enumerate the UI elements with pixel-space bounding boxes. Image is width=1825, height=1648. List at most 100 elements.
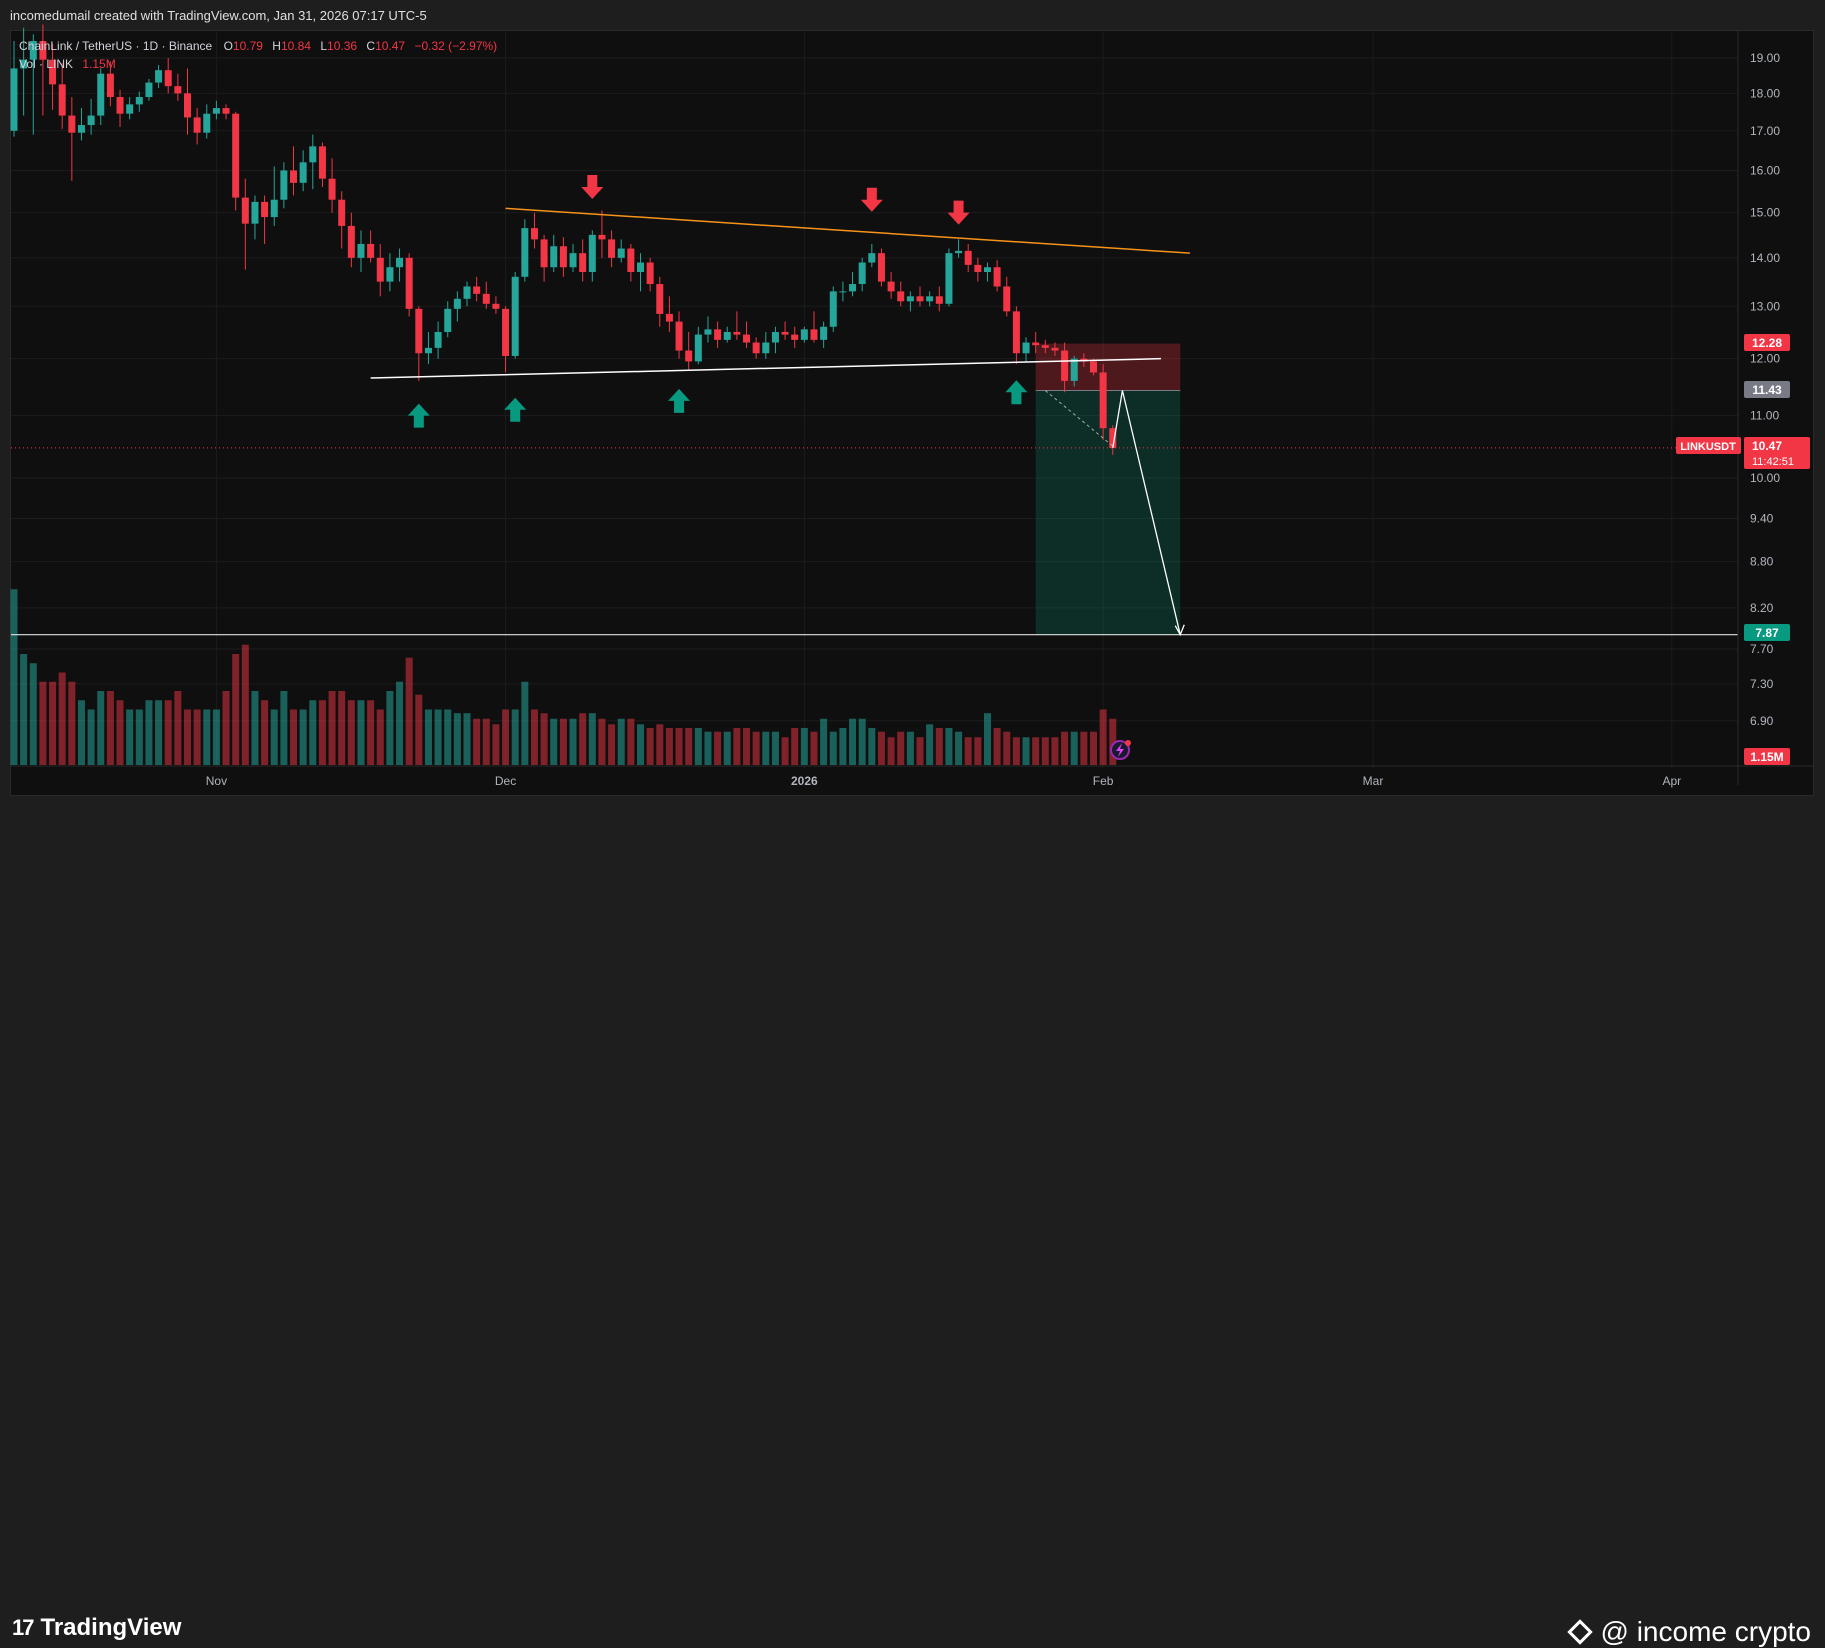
- candle-body: [106, 73, 114, 98]
- time-tick-label: Dec: [495, 774, 516, 788]
- tradingview-mark-icon: 17: [12, 1615, 35, 1640]
- candle-body: [482, 293, 490, 304]
- candle-body: [791, 334, 799, 340]
- red-down-arrow-icon: [860, 187, 883, 212]
- time-tick-label: Mar: [1363, 774, 1384, 788]
- volume-bar: [704, 731, 712, 765]
- candle-body: [251, 201, 259, 224]
- symbol-tag-bg: [1676, 437, 1741, 454]
- volume-bar: [367, 700, 375, 765]
- candle-body: [396, 257, 404, 268]
- candle-body: [328, 178, 336, 200]
- volume-bar: [453, 713, 461, 765]
- legend[interactable]: ChainLink / TetherUS · 1D · Binance O10.…: [19, 39, 497, 71]
- candle-body: [126, 104, 134, 114]
- candle-body: [955, 250, 963, 254]
- projection-path[interactable]: [1112, 390, 1181, 635]
- volume-bar: [376, 709, 384, 765]
- volume-bar: [338, 691, 346, 765]
- volume-bar: [935, 728, 943, 765]
- candle-body: [1061, 350, 1069, 381]
- candle-body: [212, 108, 220, 114]
- stop-badge-bg: [1744, 334, 1790, 351]
- candle-body: [685, 350, 693, 362]
- candle-body: [810, 329, 818, 340]
- volume-badge-bg: [1744, 748, 1790, 765]
- price-axis[interactable]: 19.00 18.00 17.00 16.00 15.00 14.00 13.00 12.00…: [1737, 31, 1780, 785]
- green-up-arrow-icon: [1005, 380, 1028, 405]
- candle-body: [49, 59, 57, 85]
- legend-volume-label: Vol · LINK: [19, 57, 73, 71]
- countdown-badge: 11:42:51: [1752, 456, 1794, 468]
- resistance-trendline[interactable]: [505, 207, 1190, 254]
- candle-body: [887, 281, 895, 292]
- volume-bar: [877, 731, 885, 765]
- volume-bar: [511, 709, 519, 765]
- volume-bar: [694, 728, 702, 765]
- volume-bar: [588, 713, 596, 765]
- entry-badge: 11.43: [1752, 383, 1782, 397]
- green-up-arrow-shape: [668, 388, 691, 413]
- volume-bar: [174, 691, 182, 765]
- price-tick-label: 11.00: [1750, 409, 1779, 423]
- candle-body: [935, 296, 943, 304]
- candle-body: [1032, 342, 1040, 346]
- position-path-line: [1044, 390, 1114, 447]
- volume-bar: [473, 718, 481, 765]
- time-axis[interactable]: Nov Dec 2026 Feb Mar Apr: [11, 765, 1813, 788]
- candle-body: [367, 243, 375, 258]
- green-up-arrow-shape: [504, 397, 527, 422]
- legend-symbol: ChainLink / TetherUS · 1D · Binance: [19, 39, 213, 53]
- candle-body: [309, 146, 317, 163]
- volume-bar: [849, 718, 857, 765]
- volume-bar: [97, 691, 105, 765]
- price-tick-label: 12.00: [1750, 352, 1780, 366]
- candle-body: [39, 41, 47, 60]
- green-up-arrow-icon: [504, 397, 527, 422]
- entry-badge-bg: [1744, 381, 1790, 398]
- volume-bar: [58, 672, 66, 765]
- candle-body: [656, 284, 664, 314]
- volume-bar: [155, 700, 163, 765]
- candle-body: [116, 97, 124, 114]
- candle-body: [598, 234, 606, 240]
- candle-body: [299, 162, 307, 183]
- candle-body: [579, 253, 587, 272]
- candle-body: [20, 59, 28, 69]
- price-tick-label: 7.70: [1750, 642, 1774, 656]
- time-tick-label: 2026: [791, 774, 818, 788]
- candle-body: [723, 331, 731, 340]
- drawings[interactable]: [11, 175, 1738, 637]
- support-trendline[interactable]: [370, 357, 1161, 379]
- candle-body: [174, 86, 182, 94]
- volume-bar: [203, 709, 211, 765]
- green-up-arrow-icon: [668, 388, 691, 413]
- last-price-badge: 10.47: [1752, 439, 1782, 453]
- candle-body: [868, 253, 876, 263]
- price-tick-label: 6.90: [1750, 714, 1774, 728]
- volume-bar: [829, 731, 837, 765]
- candle-body: [1041, 345, 1049, 348]
- candle-body: [617, 248, 625, 258]
- tradingview-logo[interactable]: 17 TradingView: [12, 1614, 181, 1642]
- candle-body: [1090, 361, 1098, 373]
- candle-body: [164, 70, 172, 87]
- candle-body: [646, 262, 654, 285]
- candlestick-chart[interactable]: ChainLink / TetherUS · 1D · Binance O10.…: [0, 0, 1825, 862]
- candle-body: [434, 331, 442, 348]
- candle-body: [849, 284, 857, 292]
- candle-body: [473, 286, 481, 294]
- volume-bar: [1012, 737, 1020, 765]
- legend-close-value: 10.47: [375, 39, 405, 53]
- volume-bar: [868, 728, 876, 765]
- lightning-icon[interactable]: [1110, 740, 1131, 760]
- symbol-tag: LINKUSDT: [1680, 441, 1736, 453]
- green-up-arrow-shape: [407, 403, 430, 428]
- volume-bar: [916, 737, 924, 765]
- green-up-arrow-icon: [407, 403, 430, 428]
- attribution-bar: incomedumail created with TradingView.co…: [0, 0, 1825, 30]
- volume-bar: [415, 694, 423, 765]
- price-tick-label: 13.00: [1750, 299, 1780, 313]
- short-position-tool[interactable]: [1035, 343, 1181, 635]
- volume-bar: [983, 713, 991, 765]
